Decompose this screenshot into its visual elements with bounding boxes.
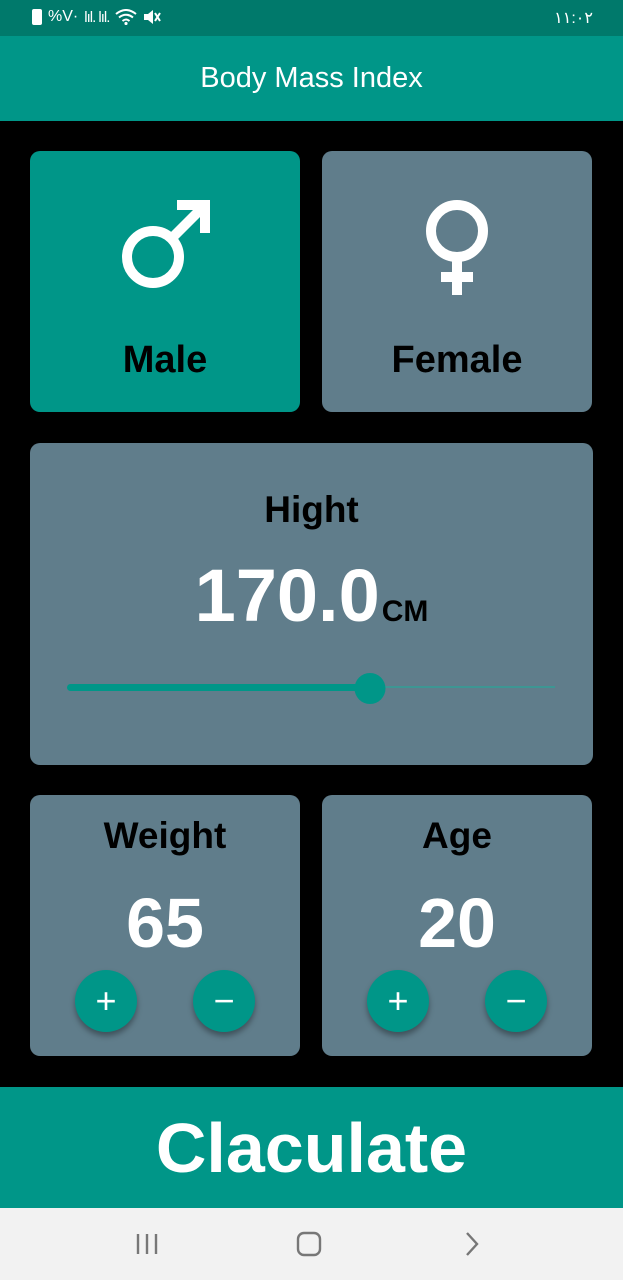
slider-fill <box>67 684 370 691</box>
height-slider[interactable] <box>67 673 555 704</box>
wifi-icon <box>115 9 138 25</box>
female-label: Female <box>391 339 523 381</box>
age-card: Age 20 + − <box>322 795 592 1056</box>
system-nav-bar <box>0 1208 623 1280</box>
weight-card: Weight 65 + − <box>30 795 300 1056</box>
app-bar: Body Mass Index <box>0 36 623 121</box>
weight-plus-button[interactable]: + <box>75 970 137 1032</box>
female-icon <box>426 200 488 295</box>
status-left: %V· lıl. lıl. <box>32 8 162 26</box>
back-button[interactable] <box>452 1228 492 1260</box>
slider-thumb[interactable] <box>354 673 386 704</box>
height-unit: CM <box>381 595 429 628</box>
weight-value: 65 <box>126 884 204 962</box>
male-card[interactable]: Male <box>30 151 300 412</box>
age-minus-button[interactable]: − <box>485 970 547 1032</box>
height-value: 170.0 <box>194 554 380 637</box>
status-bar: %V· lıl. lıl. ١١:٠٢ <box>0 0 623 36</box>
plus-icon: + <box>387 980 409 1021</box>
mute-icon <box>144 10 162 24</box>
height-label: Hight <box>264 489 359 530</box>
battery-icon <box>32 9 42 25</box>
height-card: Hight 170.0CM <box>30 443 593 765</box>
battery-percent: %V· <box>48 8 79 25</box>
status-time: ١١:٠٢ <box>554 10 593 27</box>
height-readout: 170.0CM <box>30 553 593 638</box>
recents-icon <box>136 1234 158 1254</box>
age-value: 20 <box>418 884 496 962</box>
back-icon <box>466 1232 479 1256</box>
male-label: Male <box>122 339 208 381</box>
female-card[interactable]: Female <box>322 151 592 412</box>
calculate-button[interactable]: Claculate <box>0 1087 623 1208</box>
home-icon <box>296 1231 322 1257</box>
minus-icon: − <box>213 980 235 1021</box>
age-label: Age <box>422 815 492 856</box>
plus-icon: + <box>95 980 117 1021</box>
weight-minus-button[interactable]: − <box>193 970 255 1032</box>
male-icon <box>122 200 210 288</box>
signal-icon: lıl. lıl. <box>84 8 110 26</box>
age-plus-button[interactable]: + <box>367 970 429 1032</box>
weight-label: Weight <box>103 815 227 856</box>
home-button[interactable] <box>289 1228 329 1260</box>
minus-icon: − <box>505 980 527 1021</box>
calculate-label: Claculate <box>155 1108 468 1187</box>
page-title: Body Mass Index <box>200 62 423 94</box>
recents-button[interactable] <box>127 1228 167 1260</box>
